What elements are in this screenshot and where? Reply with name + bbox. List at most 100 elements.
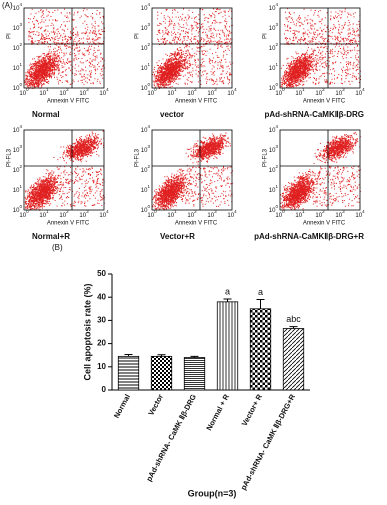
y-axis-label: PI (263, 33, 269, 39)
tick-label: 104 (99, 87, 109, 96)
dot-cloud (24, 8, 105, 90)
tick-base: 10 (13, 168, 20, 174)
plot-title: pAd-shRNA-CaMKⅡβ-DRG+R (254, 232, 364, 241)
tick-exponent: 1 (174, 87, 177, 92)
tick-exponent: 4 (362, 87, 365, 92)
tick-base: 10 (187, 213, 194, 219)
tick-base: 10 (13, 208, 20, 214)
tick-label: 101 (141, 184, 151, 193)
tick-base: 10 (141, 148, 148, 154)
error-bar (289, 326, 298, 329)
tick-exponent: 3 (19, 22, 22, 27)
tick-base: 10 (79, 91, 86, 97)
dot-cloud (152, 8, 233, 89)
tick-label: 103 (141, 144, 151, 153)
x-axis-label: Annexin V FITC (175, 99, 218, 105)
tick-label: 102 (13, 42, 23, 51)
tick-label: 104 (13, 124, 23, 133)
tick-exponent: 0 (282, 87, 285, 92)
tick-exponent: 0 (275, 82, 278, 87)
error-bar (124, 354, 133, 357)
tick-label: 104 (227, 209, 237, 218)
tick-label: 102 (315, 209, 325, 218)
tick-base: 10 (39, 91, 46, 97)
tick-label: 101 (13, 184, 23, 193)
tick-exponent: 0 (26, 209, 29, 214)
tick-label: 100 (19, 209, 29, 218)
tick-label: 104 (355, 87, 365, 96)
tick-base: 10 (269, 46, 276, 52)
tick-exponent: 1 (302, 209, 305, 214)
plot-frame (151, 129, 233, 211)
x-axis-label: Group(n=3) (188, 488, 237, 498)
tick-base: 10 (13, 66, 20, 72)
x-axis-label: Annexin V FITC (303, 99, 346, 105)
tick-base: 10 (315, 213, 322, 219)
tick-exponent: 0 (154, 209, 157, 214)
tick-label: 102 (59, 87, 69, 96)
tick-exponent: 0 (19, 204, 22, 209)
annotation: a (225, 286, 230, 296)
tick-base: 10 (141, 26, 148, 32)
tick-exponent: 4 (147, 124, 150, 129)
tick-exponent: 2 (322, 209, 325, 214)
tick-base: 10 (141, 128, 148, 134)
tick-base: 10 (269, 148, 276, 154)
y-axis-label: PI-FL3 (263, 148, 269, 167)
tick-base: 10 (269, 208, 276, 214)
tick-exponent: 1 (19, 62, 22, 67)
panel-label: (B) (52, 243, 63, 252)
plot-title: pAd-shRNA-CaMKⅡβ-DRG (265, 110, 364, 119)
tick-label: 104 (269, 124, 279, 133)
tick-label: 100 (275, 209, 285, 218)
tick-label: 100 (141, 204, 151, 213)
tick-label: 100 (269, 204, 279, 213)
flow-plot: Annexin V FITC PI-FL3 pAd-shRNA-CaMKⅡβ-DRG… (254, 129, 364, 241)
x-axis-label: Annexin V FITC (47, 221, 90, 227)
y-tick-label: 50 (97, 269, 106, 278)
tick-exponent: 4 (275, 124, 278, 129)
dot-cloud (280, 8, 361, 89)
tick-label: 102 (269, 42, 279, 51)
flow-plot: Annexin V FITC PI vector (135, 7, 233, 119)
bar (183, 357, 206, 391)
x-axis-label: Annexin V FITC (303, 221, 346, 227)
tick-label: 103 (335, 87, 345, 96)
tick-exponent: 3 (342, 209, 345, 214)
tick-base: 10 (79, 213, 86, 219)
tick-base: 10 (269, 86, 276, 92)
x-axis-label: Annexin V FITC (175, 221, 218, 227)
error-bar (256, 299, 265, 309)
tick-base: 10 (141, 66, 148, 72)
tick-exponent: 1 (275, 184, 278, 189)
tick-exponent: 0 (26, 87, 29, 92)
tick-label: 102 (315, 87, 325, 96)
tick-exponent: 2 (194, 87, 197, 92)
bar (216, 301, 239, 391)
tick-label: 104 (141, 124, 151, 133)
tick-label: 103 (207, 87, 217, 96)
tick-base: 10 (269, 128, 276, 134)
tick-label: 101 (141, 62, 151, 71)
tick-exponent: 4 (234, 209, 237, 214)
tick-base: 10 (335, 91, 342, 97)
tick-base: 10 (355, 213, 362, 219)
tick-exponent: 3 (147, 144, 150, 149)
tick-label: 103 (269, 144, 279, 153)
tick-label: 100 (13, 82, 23, 91)
tick-exponent: 4 (19, 2, 22, 7)
y-axis-label: PI-FL3 (135, 148, 141, 167)
tick-exponent: 0 (19, 82, 22, 87)
tick-base: 10 (59, 91, 66, 97)
panel-label: (A) (2, 1, 13, 10)
y-axis-label: PI (7, 33, 13, 39)
tick-label: 101 (39, 209, 49, 218)
tick-exponent: 2 (275, 164, 278, 169)
plot-title: vector (160, 110, 184, 119)
tick-label: 100 (141, 82, 151, 91)
y-tick-label: 30 (97, 316, 106, 325)
tick-exponent: 3 (214, 87, 217, 92)
x-tick-label: Vector+ R (240, 392, 265, 427)
tick-label: 103 (79, 87, 89, 96)
